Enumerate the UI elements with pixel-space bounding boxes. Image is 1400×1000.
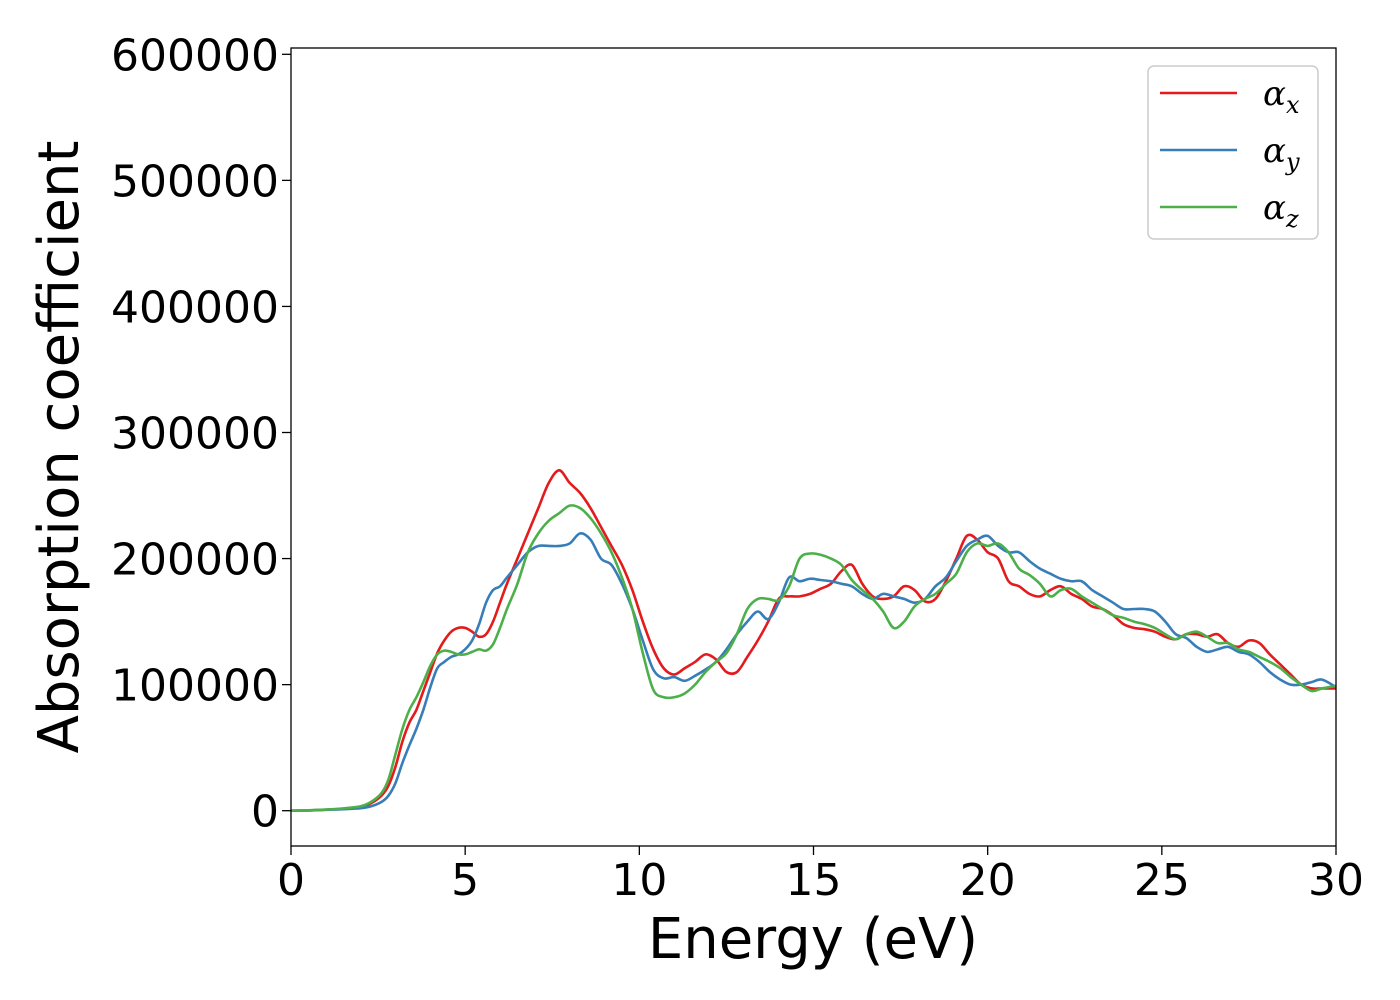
x-tick-label: 30: [1308, 855, 1364, 906]
y-tick-label: 0: [251, 787, 279, 838]
y-tick-label: 200000: [111, 535, 279, 586]
x-tick-label: 0: [277, 855, 305, 906]
y-tick-label: 500000: [111, 156, 279, 207]
x-tick-label: 10: [611, 855, 667, 906]
x-tick-label: 5: [451, 855, 479, 906]
legend-label-alpha-x: αx: [1263, 74, 1300, 119]
legend-label-alpha-z: αz: [1263, 188, 1299, 233]
x-axis-title: Energy (eV): [648, 907, 978, 972]
legend: αx αy αz: [1147, 65, 1319, 240]
x-tick-label: 20: [960, 855, 1016, 906]
legend-label-alpha-y: αy: [1263, 131, 1300, 176]
y-tick-label: 300000: [111, 409, 279, 460]
x-axis: 0 5 10 15 20 25 30: [277, 846, 1364, 906]
y-axis-title: Absorption coefficient: [27, 141, 92, 754]
y-axis: 0 100000 200000 300000 400000 500000 600000: [111, 30, 291, 838]
y-tick-label: 400000: [111, 282, 279, 333]
series-line-alpha-y: [291, 531, 1336, 812]
series-layer: [291, 469, 1336, 812]
y-tick-label: 600000: [111, 30, 279, 81]
y-tick-label: 100000: [111, 661, 279, 712]
x-tick-label: 25: [1134, 855, 1190, 906]
series-line-alpha-x: [291, 469, 1336, 812]
series-line-alpha-z: [291, 504, 1336, 812]
x-tick-label: 15: [786, 855, 842, 906]
legend-box: [1147, 65, 1319, 240]
